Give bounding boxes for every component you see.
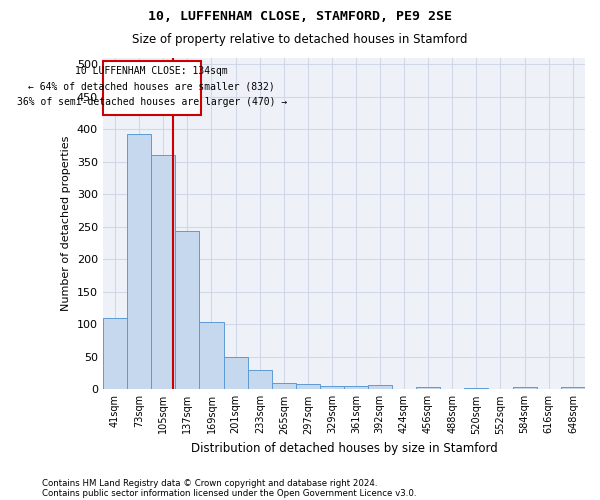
- Bar: [175, 230, 199, 390]
- Bar: [561, 388, 585, 390]
- Text: 10 LUFFENHAM CLOSE: 134sqm: 10 LUFFENHAM CLOSE: 134sqm: [76, 66, 228, 76]
- Bar: [320, 386, 344, 390]
- X-axis label: Distribution of detached houses by size in Stamford: Distribution of detached houses by size …: [191, 442, 497, 455]
- Bar: [344, 386, 368, 390]
- Bar: [199, 322, 224, 390]
- Bar: [272, 384, 296, 390]
- Bar: [368, 385, 392, 390]
- Text: ← 64% of detached houses are smaller (832): ← 64% of detached houses are smaller (83…: [28, 82, 275, 92]
- Bar: [103, 318, 127, 390]
- Text: Contains HM Land Registry data © Crown copyright and database right 2024.: Contains HM Land Registry data © Crown c…: [42, 478, 377, 488]
- Y-axis label: Number of detached properties: Number of detached properties: [61, 136, 71, 311]
- Bar: [103, 61, 201, 115]
- Bar: [296, 384, 320, 390]
- Text: Size of property relative to detached houses in Stamford: Size of property relative to detached ho…: [132, 32, 468, 46]
- Bar: [224, 357, 248, 390]
- Bar: [464, 388, 488, 390]
- Text: 36% of semi-detached houses are larger (470) →: 36% of semi-detached houses are larger (…: [17, 97, 287, 107]
- Text: 10, LUFFENHAM CLOSE, STAMFORD, PE9 2SE: 10, LUFFENHAM CLOSE, STAMFORD, PE9 2SE: [148, 10, 452, 23]
- Bar: [127, 134, 151, 390]
- Bar: [512, 388, 537, 390]
- Bar: [151, 155, 175, 390]
- Bar: [416, 386, 440, 390]
- Text: Contains public sector information licensed under the Open Government Licence v3: Contains public sector information licen…: [42, 488, 416, 498]
- Bar: [248, 370, 272, 390]
